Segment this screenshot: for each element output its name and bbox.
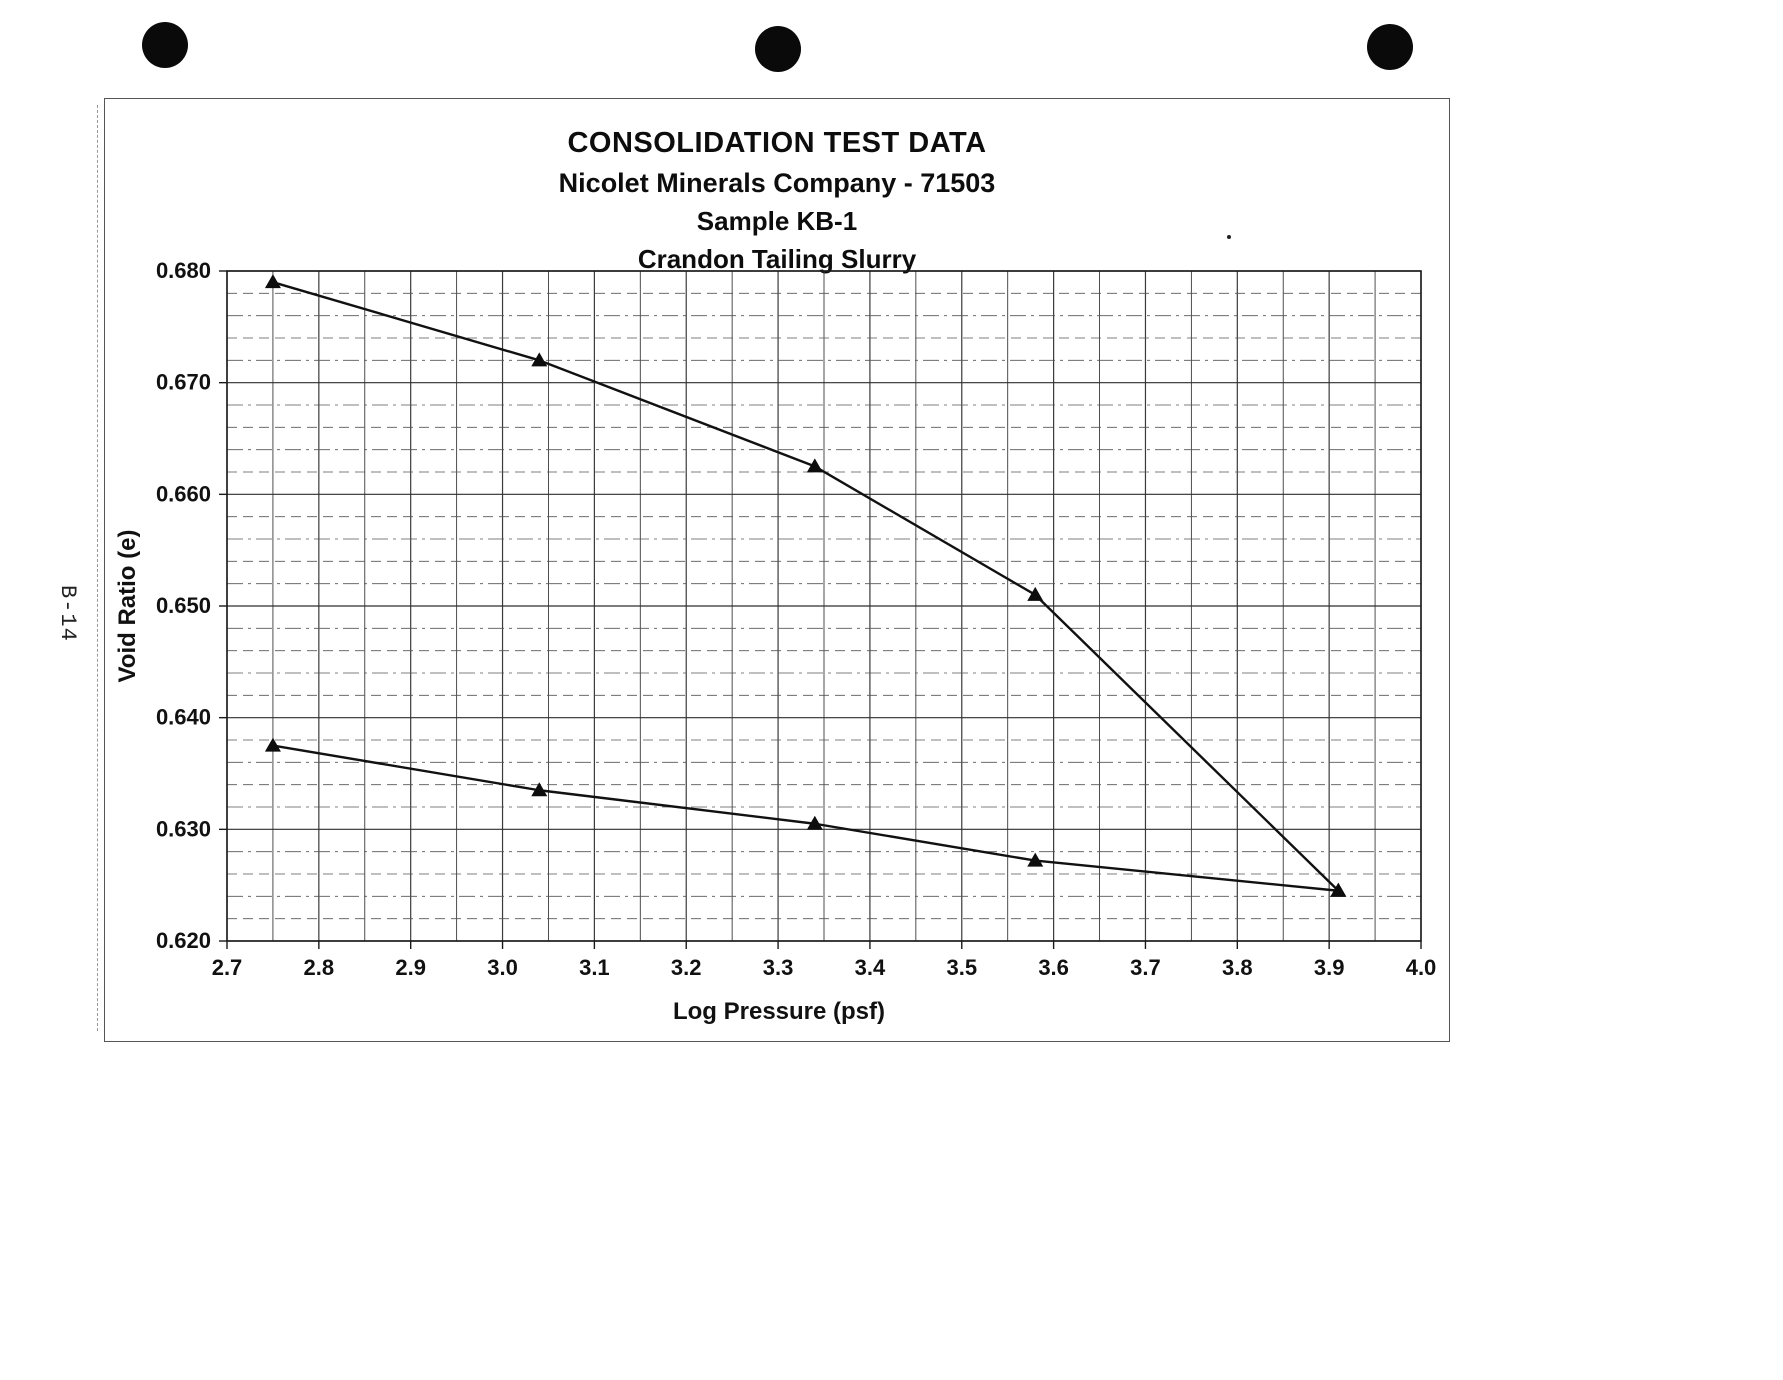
x-tick-label: 3.5 xyxy=(946,955,977,980)
y-axis-label: Void Ratio (e) xyxy=(114,530,141,683)
triangle-marker xyxy=(264,737,281,752)
punch-hole-center xyxy=(755,26,801,72)
triangle-marker xyxy=(531,782,548,797)
triangle-marker xyxy=(1027,852,1044,867)
x-tick-label: 2.8 xyxy=(304,955,335,980)
x-tick-label: 4.0 xyxy=(1406,955,1437,980)
y-tick-label: 0.640 xyxy=(156,705,211,730)
x-tick-label: 3.4 xyxy=(855,955,886,980)
x-tick-label: 3.6 xyxy=(1038,955,1069,980)
series-1-upper-curve-line xyxy=(272,281,1340,892)
y-tick-label: 0.630 xyxy=(156,816,211,841)
x-axis-label: Log Pressure (psf) xyxy=(673,998,885,1025)
chart-subtitle-material: Crandon Tailing Slurry xyxy=(637,244,917,274)
y-tick-label: 0.680 xyxy=(156,258,211,283)
chart-area: 2.7 2.8 2.9 3.0 3.1 3.2 3.3 3.4 3.5 3.6 3.7 3.8 3.9 4… xyxy=(105,257,1449,1037)
chart-subtitle-sample: Sample KB-1 xyxy=(696,206,858,236)
y-tick-label: 0.660 xyxy=(156,481,211,506)
x-tick-label: 3.8 xyxy=(1222,955,1253,980)
chart-subtitle-company: Nicolet Minerals Company - 71503 xyxy=(558,168,996,198)
triangle-marker xyxy=(531,352,548,367)
chart-title-block: CONSOLIDATION TEST DATA Nicolet Minerals… xyxy=(105,127,1449,275)
x-tick-label: 2.7 xyxy=(212,955,243,980)
triangle-marker xyxy=(1330,882,1347,897)
triangle-marker xyxy=(264,274,281,289)
y-tick-label: 0.670 xyxy=(156,370,211,395)
x-tick-label: 2.9 xyxy=(395,955,426,980)
x-tick-label: 3.3 xyxy=(763,955,794,980)
punch-hole-left xyxy=(142,22,188,68)
y-tick-label: 0.650 xyxy=(156,593,211,618)
page-label: B-14 xyxy=(55,585,80,642)
x-tick-label: 3.9 xyxy=(1314,955,1345,980)
x-tick-label: 3.1 xyxy=(579,955,610,980)
scan-speck xyxy=(1227,235,1231,239)
x-tick-label: 3.7 xyxy=(1130,955,1161,980)
triangle-marker xyxy=(806,458,823,473)
series-2-lower-curve-line xyxy=(272,744,1339,892)
chart-frame: CONSOLIDATION TEST DATA Nicolet Minerals… xyxy=(97,98,1450,1042)
chart-title: CONSOLIDATION TEST DATA xyxy=(567,127,987,159)
x-tick-label: 3.0 xyxy=(487,955,518,980)
x-tick-label: 3.2 xyxy=(671,955,702,980)
consolidation-chart-svg: 2.7 2.8 2.9 3.0 3.1 3.2 3.3 3.4 3.5 3.6 3.7 3.8 3.9 4… xyxy=(114,258,1437,1025)
punch-hole-right xyxy=(1367,24,1413,70)
triangle-marker xyxy=(1027,586,1044,601)
triangle-marker xyxy=(806,815,823,830)
y-tick-label: 0.620 xyxy=(156,928,211,953)
